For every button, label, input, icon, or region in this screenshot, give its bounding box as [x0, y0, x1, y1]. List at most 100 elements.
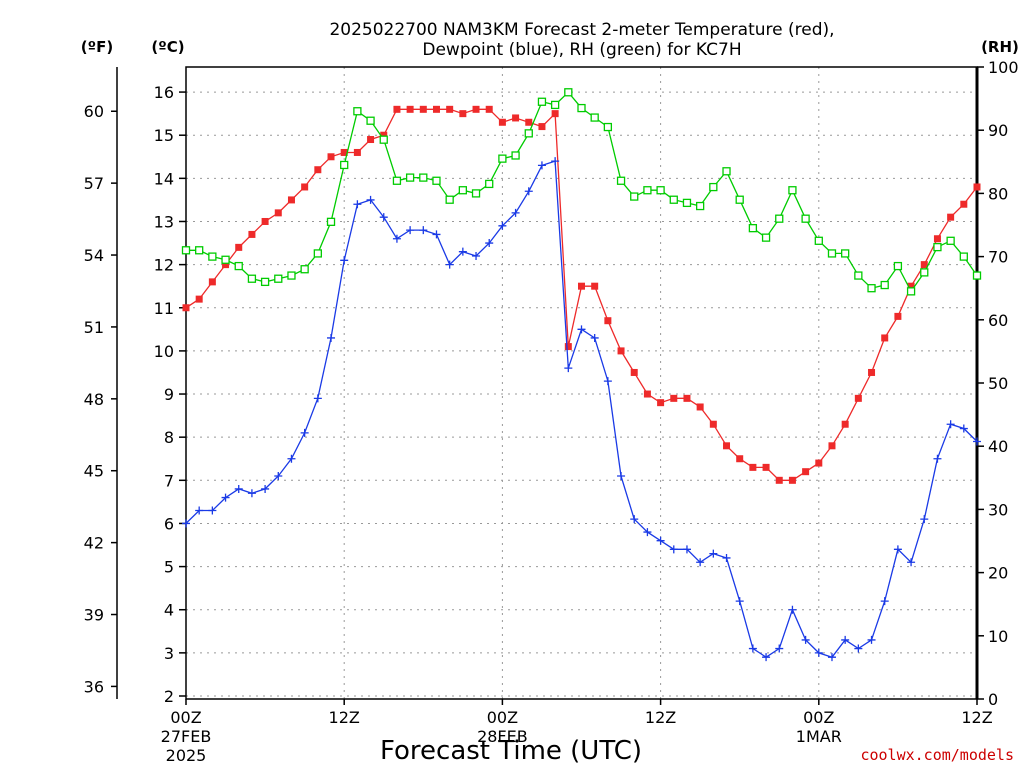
celsius-tick-label: 2 [164, 687, 174, 706]
dewpoint-point [973, 437, 981, 446]
dewpoint-point [814, 648, 823, 657]
temperature-point [894, 312, 902, 320]
dewpoint-point [353, 200, 362, 209]
rh-point [722, 167, 731, 176]
rh-tick-label: 60 [988, 311, 1008, 330]
rh-point [234, 261, 243, 271]
rh-tick-label: 10 [988, 627, 1008, 646]
temperature-point [551, 110, 559, 118]
rh-point [564, 88, 573, 97]
rh-point [946, 236, 955, 245]
celsius-tick-label: 3 [164, 644, 174, 663]
celsius-tick-label: 10 [154, 342, 174, 361]
dewpoint-point [340, 256, 349, 265]
dewpoint-point [577, 325, 586, 334]
rh-point [274, 274, 283, 283]
rh-point [485, 179, 494, 189]
dewpoint-point [854, 644, 863, 653]
dewpoint-point [221, 493, 230, 502]
temperature-point [762, 463, 770, 471]
temperature-point [261, 217, 269, 225]
temperature-point [709, 420, 717, 428]
dewpoint-point [472, 251, 481, 260]
dewpoint-point [366, 195, 375, 204]
rh-point [761, 233, 771, 242]
dewpoint-point [656, 536, 665, 545]
temperature-point [287, 196, 295, 204]
dewpoint-point [827, 653, 836, 662]
temperature-point [881, 334, 889, 342]
plot-frame [185, 66, 978, 700]
dewpoint-point [630, 515, 639, 524]
temperature-point [301, 183, 309, 191]
fahrenheit-tick-label: 54 [84, 246, 104, 265]
rh-point [208, 252, 217, 261]
temperature-point [472, 105, 480, 113]
rh-point [906, 287, 916, 296]
dewpoint-point [788, 605, 797, 614]
fahrenheit-tick-label: 48 [84, 390, 104, 409]
x-tick-date-label: 27FEB [161, 727, 212, 746]
chart-title-line-2: Dewpoint (blue), RH (green) for KC7H [422, 40, 741, 60]
dewpoint-point [537, 161, 546, 170]
temperature-point [933, 235, 941, 243]
rh-point [326, 217, 336, 226]
dewpoint-point [498, 221, 507, 230]
dewpoint-point [735, 597, 744, 606]
rh-point [392, 176, 402, 185]
rh-point [471, 189, 481, 198]
fahrenheit-tick-label: 60 [84, 102, 104, 121]
temperature-point [907, 282, 915, 290]
temperature-point [274, 209, 282, 217]
temperature-point [947, 213, 955, 221]
dewpoint-point [432, 230, 441, 239]
x-tick-label: 00Z [170, 708, 201, 727]
rh-point [827, 249, 837, 258]
rh-point [340, 160, 349, 170]
dewpoint-point [669, 545, 678, 554]
temperature-point [248, 230, 256, 238]
rh-tick-label: 80 [988, 184, 1008, 203]
x-axis-title: Forecast Time (UTC) [380, 736, 642, 766]
rh-point [577, 103, 586, 113]
fahrenheit-tick-label: 42 [84, 534, 104, 553]
temperature-point [696, 403, 704, 411]
rh-point [682, 198, 692, 208]
x-tick-label: 00Z [803, 708, 834, 727]
fahrenheit-tick-label: 36 [84, 677, 104, 696]
dewpoint-point [195, 506, 204, 515]
rh-tick-label: 20 [988, 564, 1008, 583]
temperature-point [854, 394, 862, 402]
celsius-tick-label: 12 [154, 256, 174, 275]
x-tick-date-label: 2025 [166, 746, 207, 765]
dewpoint-point [841, 635, 850, 644]
rh-point [748, 224, 758, 233]
celsius-tick-label: 8 [164, 428, 174, 447]
temperature-point [512, 114, 520, 122]
temperature-point [327, 153, 335, 161]
temperature-point [367, 136, 375, 144]
dewpoint-point [313, 394, 322, 403]
dewpoint-point [748, 644, 757, 653]
dewpoint-point [485, 239, 494, 248]
rh-point [801, 214, 810, 223]
rh-point [590, 113, 599, 122]
rh-point [445, 195, 454, 204]
rh-point [735, 195, 744, 204]
rh-tick-label: 0 [988, 690, 998, 709]
rh-point [814, 236, 823, 245]
rh-point [854, 271, 863, 280]
temperature-point [841, 420, 849, 428]
rh-point [537, 97, 547, 106]
chart-title-line-1: 2025022700 NAM3KM Forecast 2-meter Tempe… [329, 20, 834, 40]
dewpoint-point [959, 424, 968, 433]
temperature-point [195, 295, 203, 303]
dewpoint-point [274, 471, 283, 480]
x-tick-label: 12Z [645, 708, 676, 727]
celsius-tick-label: 15 [154, 126, 174, 145]
rh-point [195, 246, 204, 255]
dewpoint-point [617, 471, 626, 480]
rh-point [630, 192, 639, 201]
celsius-tick-label: 6 [164, 514, 174, 533]
